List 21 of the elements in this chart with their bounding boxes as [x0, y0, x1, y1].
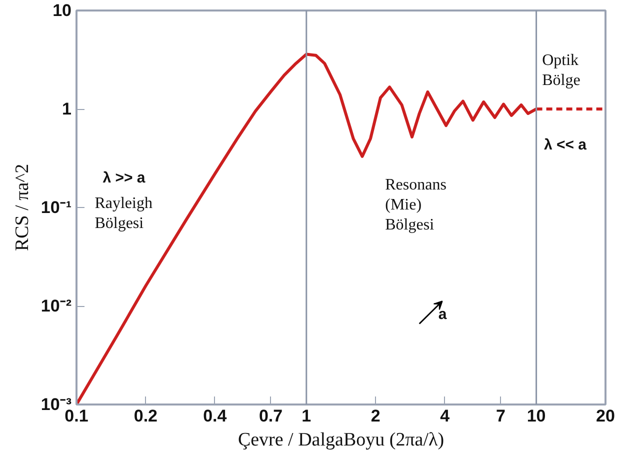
annotation: λ << a	[544, 136, 588, 154]
x-axis-title: Çevre / DalgaBoyu (2πa/λ)	[238, 430, 444, 450]
annotation: Optik Bölge	[542, 52, 580, 90]
y-tick-label: 10⁻¹	[40, 198, 72, 217]
x-tick-label: 0.4	[203, 406, 228, 426]
y-tick-label: 10⁻²	[40, 296, 72, 316]
x-tick-label: 4	[440, 406, 450, 426]
y-tick-label: 1	[62, 100, 72, 118]
x-tick-label: 1	[302, 406, 312, 426]
x-tick-label: 10	[526, 406, 546, 426]
annotation: a	[438, 306, 448, 323]
x-tick-label: 2	[370, 406, 380, 426]
y-tick-label: 10	[52, 1, 72, 20]
annotation: Rayleigh Bölgesi	[94, 194, 152, 232]
y-axis-title: RCS / πa^2	[12, 164, 33, 252]
annotation: λ >> a	[102, 169, 146, 186]
x-tick-label: 0.7	[258, 406, 283, 426]
x-tick-label: 20	[596, 406, 615, 426]
x-tick-label: 7	[496, 406, 506, 426]
x-tick-label: 0.2	[134, 406, 158, 426]
annotation: Resonans (Mie) Bölgesi	[385, 176, 446, 234]
